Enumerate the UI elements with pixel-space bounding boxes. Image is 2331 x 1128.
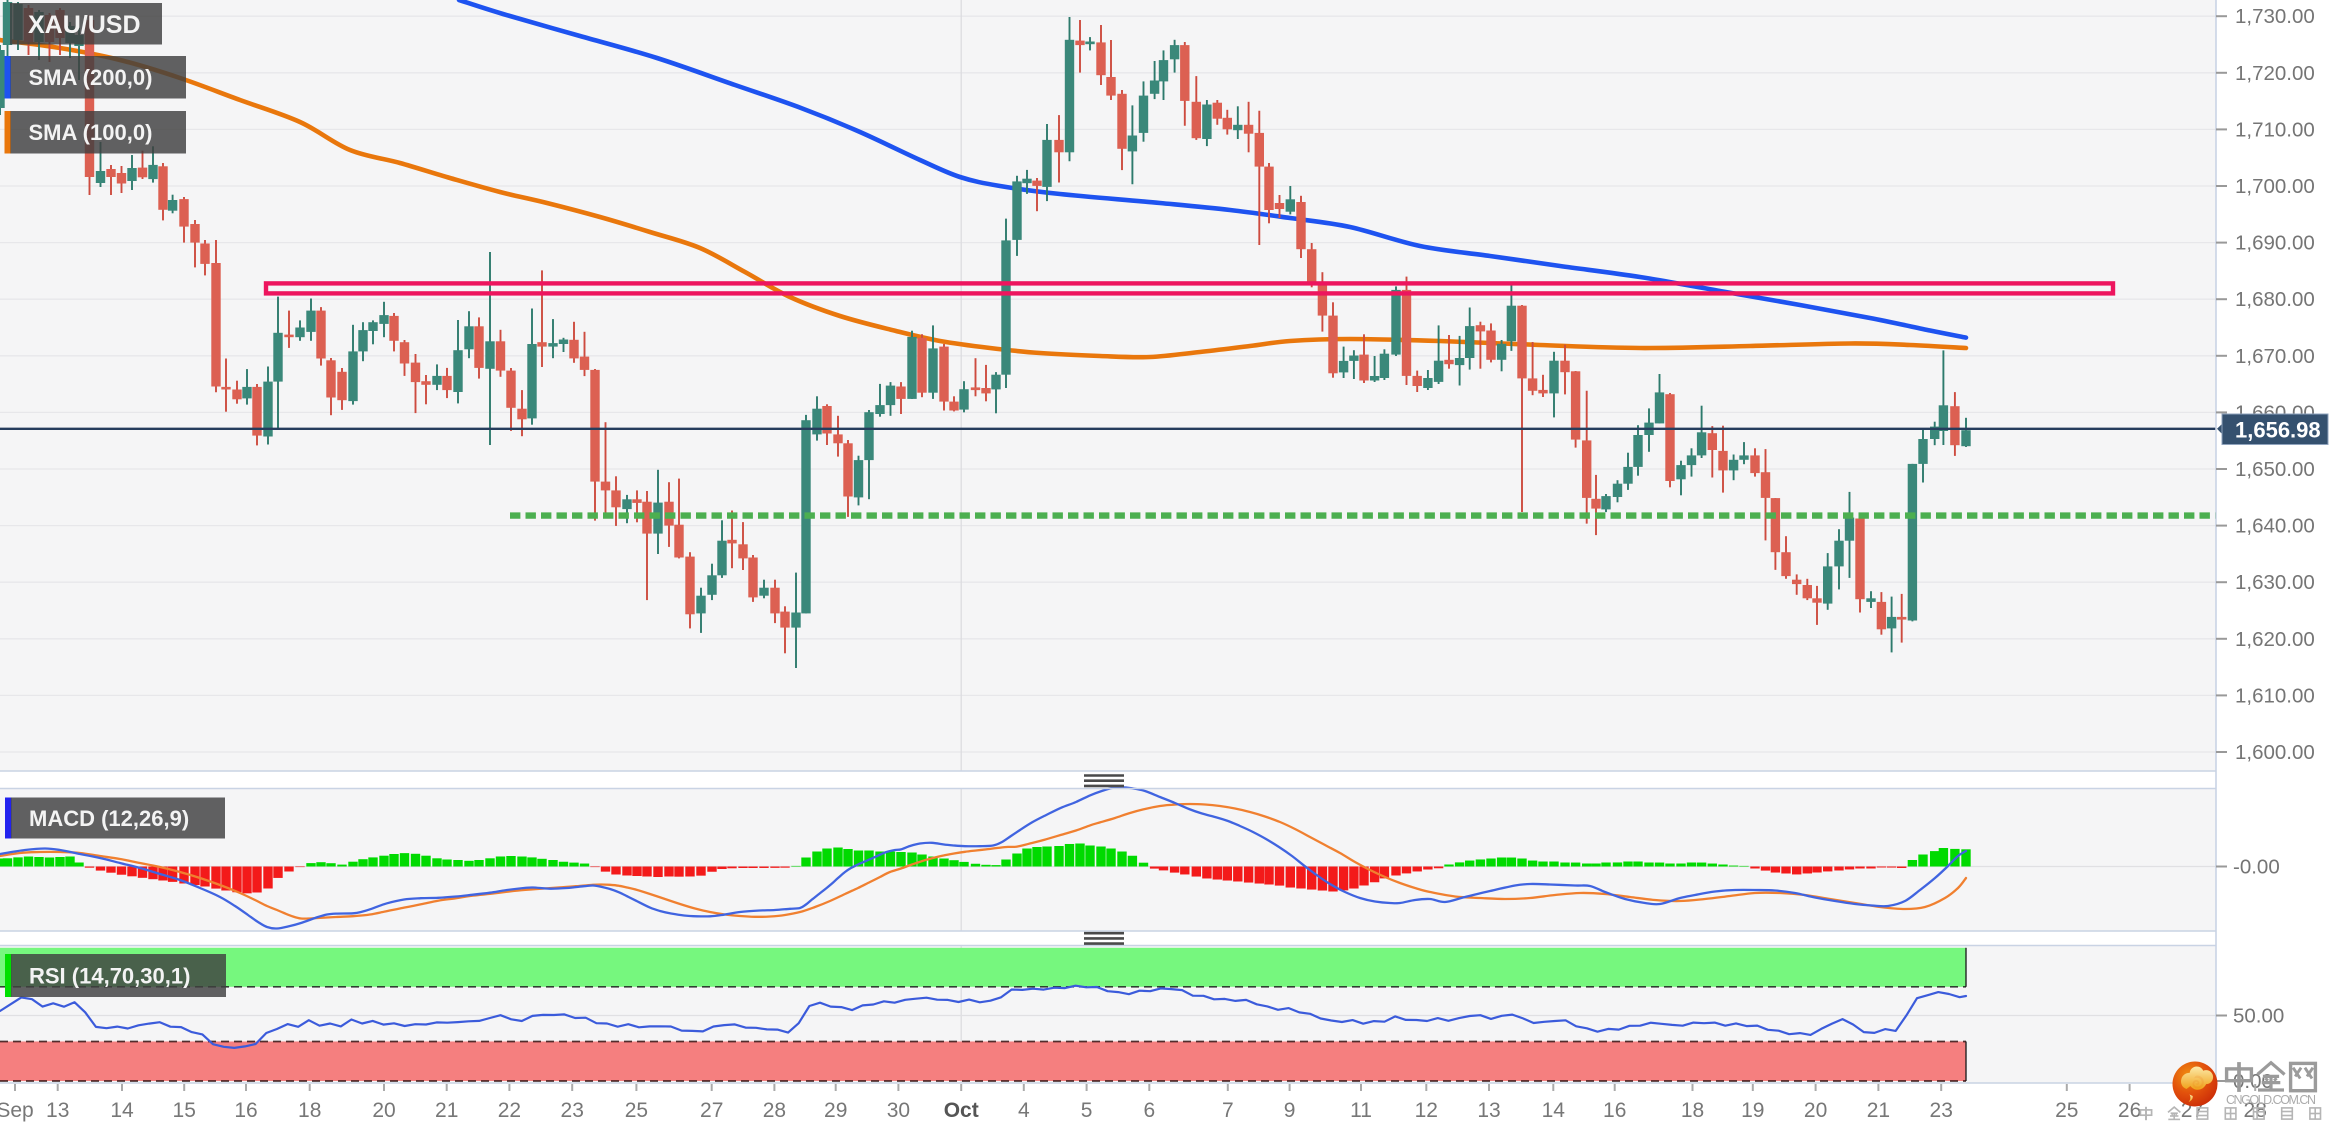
svg-text:6: 6: [1143, 1099, 1155, 1122]
svg-text:20: 20: [372, 1099, 395, 1122]
svg-text:18: 18: [298, 1099, 321, 1122]
svg-text:26: 26: [2118, 1099, 2141, 1122]
svg-text:1,710.00: 1,710.00: [2235, 118, 2315, 141]
svg-text:1,620.00: 1,620.00: [2235, 628, 2315, 651]
svg-text:1,640.00: 1,640.00: [2235, 515, 2315, 538]
svg-text:Oct: Oct: [944, 1099, 979, 1122]
svg-text:29: 29: [824, 1099, 847, 1122]
svg-text:1,670.00: 1,670.00: [2235, 345, 2315, 368]
svg-text:1,656.98: 1,656.98: [2235, 418, 2321, 443]
svg-text:25: 25: [625, 1099, 648, 1122]
svg-text:1,610.00: 1,610.00: [2235, 684, 2315, 707]
svg-text:13: 13: [1477, 1099, 1500, 1122]
svg-text:18: 18: [1681, 1099, 1704, 1122]
svg-text:27: 27: [700, 1099, 723, 1122]
svg-text:SMA (200,0): SMA (200,0): [29, 65, 153, 90]
svg-text:28: 28: [2244, 1099, 2267, 1122]
svg-text:SMA (100,0): SMA (100,0): [29, 120, 153, 145]
svg-text:19: 19: [1741, 1099, 1764, 1122]
svg-text:1,730.00: 1,730.00: [2235, 5, 2315, 28]
svg-text:28: 28: [763, 1099, 786, 1122]
svg-text:16: 16: [1603, 1099, 1626, 1122]
svg-text:5: 5: [1081, 1099, 1093, 1122]
svg-text:1,630.00: 1,630.00: [2235, 571, 2315, 594]
svg-text:1,720.00: 1,720.00: [2235, 62, 2315, 85]
svg-text:1,600.00: 1,600.00: [2235, 741, 2315, 764]
svg-text:RSI (14,70,30,1): RSI (14,70,30,1): [29, 963, 190, 988]
svg-text:11: 11: [1350, 1099, 1372, 1122]
svg-text:1,690.00: 1,690.00: [2235, 232, 2315, 255]
svg-text:50.00: 50.00: [2233, 1005, 2284, 1028]
svg-text:22: 22: [498, 1099, 521, 1122]
svg-text:1,700.00: 1,700.00: [2235, 175, 2315, 198]
svg-text:21: 21: [1867, 1099, 1890, 1122]
svg-text:15: 15: [173, 1099, 196, 1122]
svg-text:Sep: Sep: [0, 1099, 34, 1122]
svg-text:7: 7: [1222, 1099, 1234, 1122]
svg-text:1,650.00: 1,650.00: [2235, 458, 2315, 481]
svg-text:16: 16: [234, 1099, 257, 1122]
svg-text:23: 23: [1930, 1099, 1953, 1122]
svg-text:1,680.00: 1,680.00: [2235, 288, 2315, 311]
svg-text:30: 30: [887, 1099, 910, 1122]
svg-text:CNGOLD.COM.CN: CNGOLD.COM.CN: [2226, 1093, 2316, 1107]
svg-text:4: 4: [1018, 1099, 1030, 1122]
svg-text:12: 12: [1415, 1099, 1438, 1122]
svg-text:25: 25: [2055, 1099, 2078, 1122]
svg-text:14: 14: [110, 1099, 134, 1122]
svg-text:MACD (12,26,9): MACD (12,26,9): [29, 806, 189, 831]
svg-text:XAU/USD: XAU/USD: [28, 11, 141, 39]
svg-text:-0.00: -0.00: [2233, 856, 2280, 879]
svg-text:9: 9: [1284, 1099, 1296, 1122]
svg-text:14: 14: [1542, 1099, 1566, 1122]
svg-text:13: 13: [46, 1099, 69, 1122]
svg-text:23: 23: [561, 1099, 584, 1122]
svg-text:20: 20: [1804, 1099, 1827, 1122]
svg-text:21: 21: [435, 1099, 458, 1122]
